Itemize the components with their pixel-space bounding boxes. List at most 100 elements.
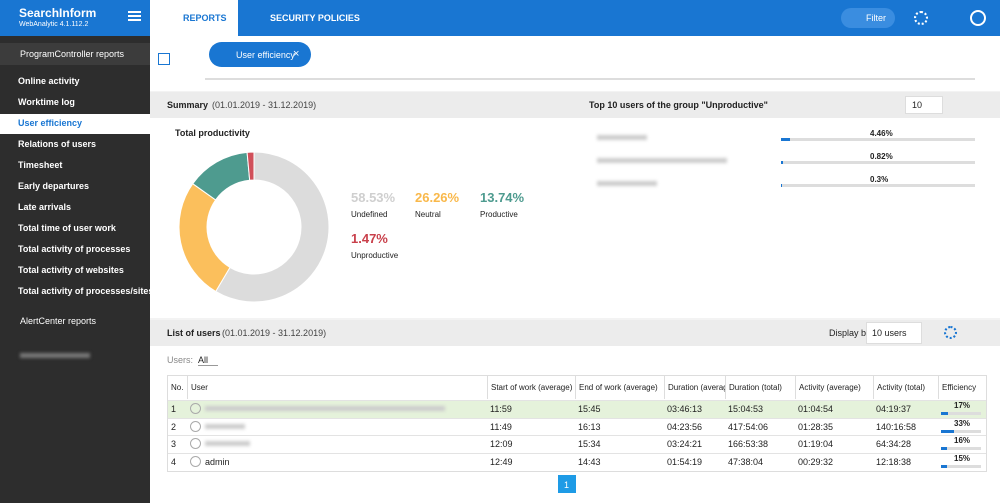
donut-chart xyxy=(178,151,330,303)
table-row[interactable] xyxy=(168,435,986,453)
avatar xyxy=(190,438,201,449)
cell: 04:19:37 xyxy=(876,404,912,414)
page-current[interactable] xyxy=(558,475,576,493)
cell: 04:23:56 xyxy=(667,421,703,432)
cell: 16:13 xyxy=(578,421,601,432)
cell: 47:38:04 xyxy=(728,456,764,467)
sidebar-item[interactable]: Relations of users xyxy=(18,139,97,149)
tab[interactable]: REPORTS xyxy=(183,13,227,23)
tab[interactable]: SECURITY POLICIES xyxy=(270,13,360,23)
bar-track xyxy=(781,161,975,164)
column-header[interactable]: User xyxy=(187,376,487,399)
column-header[interactable]: Activity (average) xyxy=(795,376,873,399)
cell: 12:09 xyxy=(490,439,513,449)
column-header[interactable]: Duration (average) xyxy=(664,376,725,399)
sidebar xyxy=(0,0,150,503)
sidebar-item[interactable]: Total time of user work xyxy=(18,223,116,233)
cell: 140:16:58 xyxy=(876,421,917,432)
cell: 12:49 xyxy=(490,456,513,467)
tab-chip-label[interactable]: User efficiency xyxy=(236,50,295,60)
efficiency-label: 17% xyxy=(954,401,971,410)
efficiency-bar xyxy=(941,412,948,415)
sidebar-item[interactable]: Total activity of websites xyxy=(18,265,124,275)
cell-no: 4 xyxy=(171,456,177,467)
sidebar-item[interactable]: Late arrivals xyxy=(18,202,72,212)
sidebar-item[interactable]: Online activity xyxy=(18,76,80,86)
legend-value: 13.74% xyxy=(480,190,525,205)
legend-name: Unproductive xyxy=(351,251,399,260)
divider xyxy=(205,78,975,80)
top-count[interactable]: 10 xyxy=(912,100,923,110)
close-chip[interactable]: × xyxy=(293,48,300,60)
sidebar-item[interactable]: Worktime log xyxy=(18,97,75,107)
top-count-select[interactable] xyxy=(905,96,943,114)
users-table: No. User Start of work (average) End of wor… xyxy=(167,375,987,472)
cell: 01:28:35 xyxy=(798,421,834,432)
table-row[interactable] xyxy=(168,417,986,436)
legend-name: Productive xyxy=(480,210,518,219)
avatar xyxy=(190,455,201,467)
efficiency-bar xyxy=(941,464,947,468)
blurred-user xyxy=(205,423,245,429)
cell: 417:54:06 xyxy=(728,421,769,432)
column-header[interactable]: No. xyxy=(171,383,184,392)
group-label[interactable]: ProgramController reports xyxy=(20,49,125,59)
cell: 15:45 xyxy=(578,404,601,414)
group-label[interactable]: AlertCenter reports xyxy=(20,316,97,326)
sidebar-group[interactable] xyxy=(0,43,150,65)
menu-button[interactable] xyxy=(128,11,141,21)
cell: 166:53:38 xyxy=(728,439,769,449)
avatar xyxy=(190,403,201,414)
sidebar-item[interactable]: Timesheet xyxy=(18,160,63,170)
top-bar xyxy=(781,138,790,141)
avatar xyxy=(190,420,201,432)
bar-track xyxy=(781,184,975,187)
cell: 00:29:32 xyxy=(798,456,834,467)
filter-label[interactable]: Filter xyxy=(866,13,886,23)
settings-icon[interactable] xyxy=(914,11,928,25)
table-row[interactable] xyxy=(168,452,986,471)
summary-period: (01.01.2019 - 31.12.2019) xyxy=(212,100,317,110)
page-label[interactable]: 1 xyxy=(564,480,570,490)
brand-bar xyxy=(0,0,150,36)
top-value: 4.46% xyxy=(870,129,893,138)
legend-name: Neutral xyxy=(415,210,441,219)
blurred-name xyxy=(597,135,647,140)
users-filter[interactable]: All xyxy=(198,355,219,366)
summary-title: Summary xyxy=(167,100,209,110)
display-by-select[interactable] xyxy=(866,322,922,344)
sidebar-item[interactable]: Total activity of processes xyxy=(18,244,131,254)
column-header[interactable]: Duration (total) xyxy=(725,376,795,399)
sidebar-item[interactable]: User efficiency xyxy=(18,118,83,128)
column-header[interactable]: End of work (average) xyxy=(575,376,664,399)
efficiency-bar xyxy=(941,429,955,433)
user-icon[interactable] xyxy=(970,10,986,26)
legend-value: 1.47% xyxy=(351,231,388,246)
sidebar-item[interactable]: Total activity of processes/sites xyxy=(18,286,154,296)
column-header[interactable]: Efficiency xyxy=(938,376,986,399)
cell: 03:24:21 xyxy=(667,439,703,449)
column-header[interactable]: Start of work (average) xyxy=(487,376,575,399)
list-period: (01.01.2019 - 31.12.2019) xyxy=(222,328,327,338)
display-by-label: Display by: xyxy=(829,328,874,338)
tab-chip[interactable] xyxy=(209,42,311,67)
users-label: Users: xyxy=(167,355,194,365)
top-value: 0.82% xyxy=(870,152,893,161)
bar-track xyxy=(781,138,975,141)
cell: 12:18:38 xyxy=(876,456,912,467)
windows-icon[interactable] xyxy=(158,53,170,65)
list-settings[interactable] xyxy=(944,326,957,339)
cell-no: 2 xyxy=(171,421,177,432)
display-by[interactable]: 10 users xyxy=(872,328,907,338)
cell: 03:46:13 xyxy=(667,404,703,414)
filter-button[interactable] xyxy=(841,8,895,28)
eff-track xyxy=(941,464,981,468)
cell: 15:04:53 xyxy=(728,404,764,414)
eff-track xyxy=(941,412,981,415)
legend-name: Undefined xyxy=(351,210,388,219)
column-header[interactable]: Activity (total) xyxy=(873,376,938,399)
sidebar-item[interactable]: Early departures xyxy=(18,181,90,191)
top-bar xyxy=(781,184,782,187)
table-row[interactable] xyxy=(168,400,986,418)
active-tab[interactable] xyxy=(150,0,238,36)
